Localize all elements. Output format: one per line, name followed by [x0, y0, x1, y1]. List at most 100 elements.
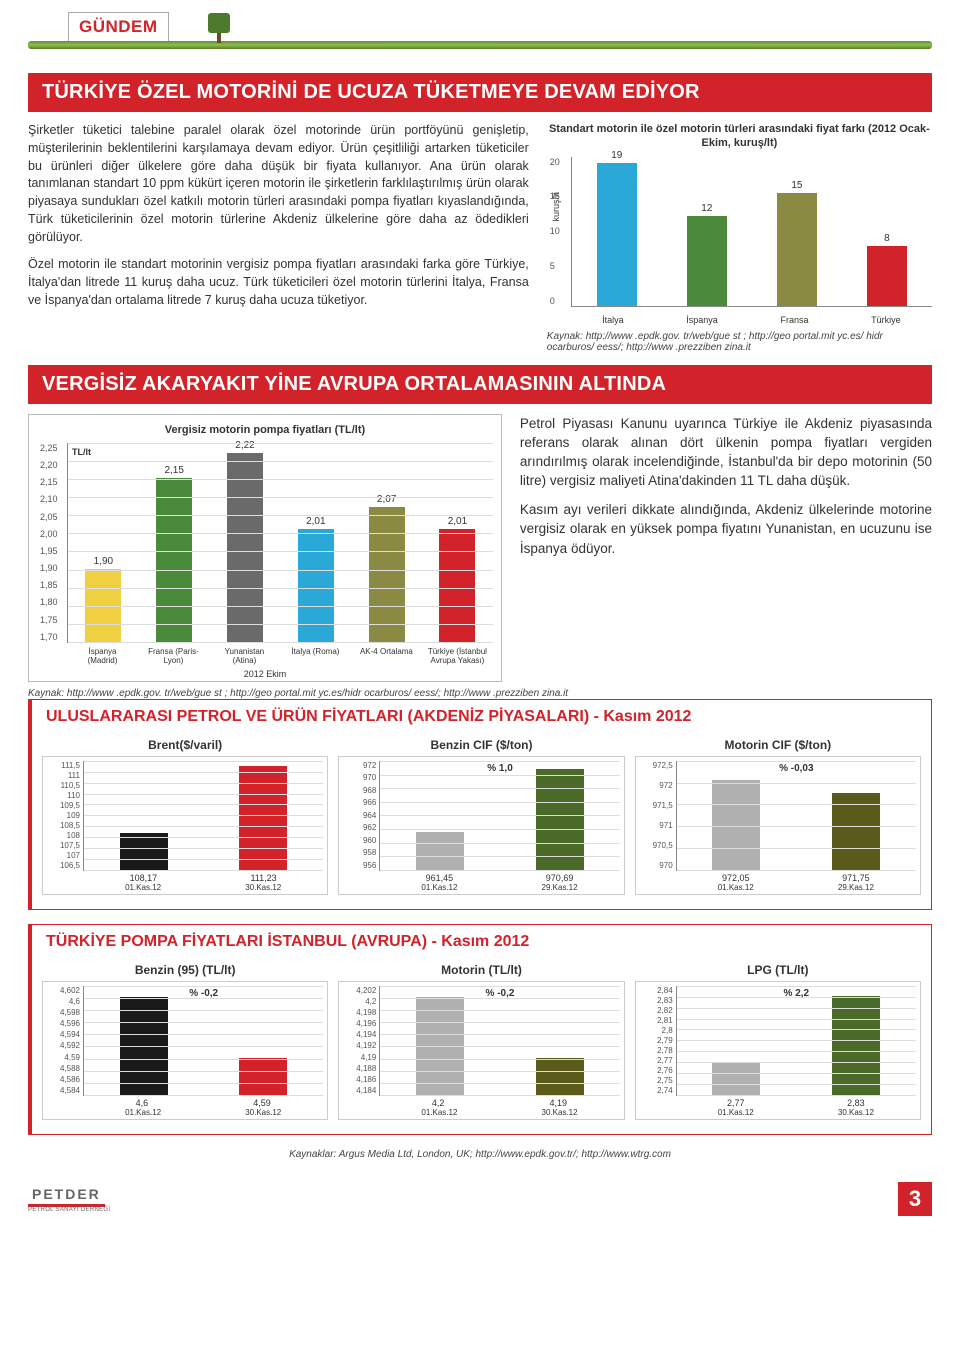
mini-bar-category: 01.Kas.12 — [125, 1108, 161, 1117]
pct-change-label: % -0,03 — [779, 763, 813, 774]
mini-bar-category: 01.Kas.12 — [125, 883, 161, 892]
chart1-category: Fransa — [780, 315, 808, 325]
pct-change-label: % -0,2 — [189, 988, 218, 999]
mini-bar-category: 29.Kas.12 — [542, 883, 578, 892]
mini-bar-value: 961,45 — [426, 873, 454, 883]
chart1-bar: 8 — [867, 233, 907, 306]
mini-chart: Brent($/varil)111,5111110,5110109,510910… — [42, 738, 328, 895]
chart1-bar: 12 — [687, 203, 727, 306]
box3: ULUSLARARASI PETROL VE ÜRÜN FİYATLARI (A… — [28, 699, 932, 910]
petder-logo: PETDER — [28, 1184, 105, 1207]
mini-bar — [216, 766, 312, 870]
page-number: 3 — [898, 1182, 932, 1216]
section1-para2: Özel motorin ile standart motorinin verg… — [28, 256, 529, 309]
chart2-bar: 2,07 — [357, 494, 416, 642]
mini-bar-value: 111,23 — [250, 873, 276, 883]
chart2-category: AK-4 Ortalama — [357, 647, 417, 665]
section1-title: TÜRKİYE ÖZEL MOTORİNİ DE UCUZA TÜKETMEYE… — [28, 73, 932, 112]
chart2-title: Vergisiz motorin pompa fiyatları (TL/lt) — [37, 423, 493, 437]
mini-chart-title: Motorin CIF ($/ton) — [635, 738, 921, 752]
mini-bar-category: 01.Kas.12 — [718, 883, 754, 892]
chart2-category: Türkiye (İstanbul Avrupa Yakası) — [428, 647, 488, 665]
mini-bar-value: 4,6 — [136, 1098, 149, 1108]
chart1-title: Standart motorin ile özel motorin türler… — [547, 122, 932, 151]
mini-bar — [96, 833, 192, 870]
mini-chart: Motorin CIF ($/ton)972,5972971,5971970,5… — [635, 738, 921, 895]
box3-title: ULUSLARARASI PETROL VE ÜRÜN FİYATLARI (A… — [32, 700, 931, 732]
mini-bar — [512, 1058, 608, 1095]
mini-chart-title: LPG (TL/lt) — [635, 963, 921, 977]
box4: TÜRKİYE POMPA FİYATLARI İSTANBUL (AVRUPA… — [28, 924, 932, 1135]
mini-bar — [216, 1058, 312, 1095]
chart1-category: İtalya — [602, 315, 624, 325]
mini-bar-category: 01.Kas.12 — [421, 883, 457, 892]
pct-change-label: % 1,0 — [487, 763, 513, 774]
chart2-bar: 2,22 — [215, 440, 274, 642]
mini-chart-title: Brent($/varil) — [42, 738, 328, 752]
section2-para1: Petrol Piyasası Kanunu uyarınca Türkiye … — [520, 414, 932, 491]
chart1: Standart motorin ile özel motorin türler… — [547, 122, 932, 353]
mini-bar-category: 29.Kas.12 — [838, 883, 874, 892]
mini-bar-value: 972,05 — [722, 873, 750, 883]
mini-chart: LPG (TL/lt)2,842,832,822,812,82,792,782,… — [635, 963, 921, 1120]
mini-bar — [689, 780, 785, 870]
tree-icon — [208, 13, 230, 43]
mini-bar — [689, 1062, 785, 1095]
chart2-bar: 2,01 — [286, 516, 345, 642]
chart1-category: İspanya — [686, 315, 718, 325]
mini-bar — [512, 769, 608, 870]
mini-bar-value: 971,75 — [842, 873, 870, 883]
chart1-bar: 15 — [777, 180, 817, 306]
mini-bar-value: 4,59 — [253, 1098, 271, 1108]
mini-bar-value: 4,2 — [432, 1098, 445, 1108]
chart2-bar: 2,01 — [428, 516, 487, 642]
page-header: GÜNDEM — [28, 0, 932, 61]
mini-bar — [808, 996, 904, 1095]
chart2: Vergisiz motorin pompa fiyatları (TL/lt)… — [28, 414, 502, 682]
mini-bar-category: 30.Kas.12 — [838, 1108, 874, 1117]
page-footer: PETDER PETROL SANAYİ DERNEĞİ 3 — [28, 1174, 932, 1216]
mini-bar-category: 30.Kas.12 — [245, 883, 281, 892]
mini-bar-category: 30.Kas.12 — [542, 1108, 578, 1117]
chart2-subtitle: 2012 Ekim — [37, 669, 493, 679]
pct-change-label: % -0,2 — [486, 988, 515, 999]
mini-bar — [392, 997, 488, 1095]
mini-bar-value: 970,69 — [546, 873, 574, 883]
section2-para2: Kasım ayı verileri dikkate alındığında, … — [520, 500, 932, 557]
mini-bar-value: 4,19 — [550, 1098, 568, 1108]
chart1-bar: 19 — [597, 150, 637, 306]
pct-change-label: % 2,2 — [784, 988, 810, 999]
gundem-badge: GÜNDEM — [68, 12, 169, 41]
mini-bar-category: 01.Kas.12 — [421, 1108, 457, 1117]
mini-bar-category: 01.Kas.12 — [718, 1108, 754, 1117]
mini-bar — [96, 997, 192, 1095]
mini-bar-value: 2,83 — [847, 1098, 865, 1108]
chart2-unit: TL/lt — [72, 447, 91, 457]
chart1-source: Kaynak: http://www .epdk.gov. tr/web/gue… — [547, 331, 932, 353]
mini-bar — [392, 832, 488, 869]
section2-title: VERGİSİZ AKARYAKIT YİNE AVRUPA ORTALAMAS… — [28, 365, 932, 404]
box4-title: TÜRKİYE POMPA FİYATLARI İSTANBUL (AVRUPA… — [32, 925, 931, 957]
mini-bar-category: 30.Kas.12 — [245, 1108, 281, 1117]
mini-chart-title: Benzin (95) (TL/lt) — [42, 963, 328, 977]
mini-chart: Motorin (TL/lt)4,2024,24,1984,1964,1944,… — [338, 963, 624, 1120]
footer-source: Kaynaklar: Argus Media Ltd, London, UK; … — [28, 1149, 932, 1160]
mini-bar — [808, 793, 904, 870]
mini-chart-title: Benzin CIF ($/ton) — [338, 738, 624, 752]
mini-chart: Benzin CIF ($/ton)9729709689669649629609… — [338, 738, 624, 895]
petder-logo-sub: PETROL SANAYİ DERNEĞİ — [28, 1207, 110, 1213]
section1-para1: Şirketler tüketici talebine paralel olar… — [28, 122, 529, 246]
header-rule — [28, 41, 932, 49]
chart2-category: İtalya (Roma) — [286, 647, 346, 665]
mini-bar-value: 2,77 — [727, 1098, 745, 1108]
chart1-category: Türkiye — [871, 315, 901, 325]
chart2-category: Fransa (Paris-Lyon) — [144, 647, 204, 665]
mini-chart: Benzin (95) (TL/lt)4,6024,64,5984,5964,5… — [42, 963, 328, 1120]
chart2-bar: 2,15 — [144, 465, 203, 642]
chart2-category: Yunanistan (Atina) — [215, 647, 275, 665]
mini-chart-title: Motorin (TL/lt) — [338, 963, 624, 977]
chart2-category: İspanya (Madrid) — [73, 647, 133, 665]
mini-bar-value: 108,17 — [130, 873, 158, 883]
chart2-bar: 1,90 — [74, 556, 133, 642]
chart2-source: Kaynak: http://www .epdk.gov. tr/web/gue… — [28, 688, 932, 699]
